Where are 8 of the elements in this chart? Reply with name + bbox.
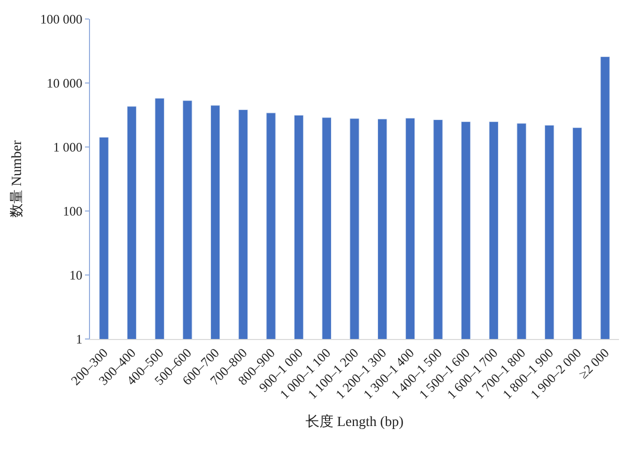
- y-tick-label: 10: [69, 268, 82, 283]
- y-tick-label: 1 000: [53, 140, 82, 155]
- y-tick-label: 1: [76, 332, 82, 347]
- y-tick-label: 100: [62, 204, 82, 219]
- y-axis-title: 数量 Number: [8, 140, 25, 218]
- x-axis-title: 长度 Length (bp): [306, 414, 404, 430]
- y-tick-label: 100 000: [40, 12, 82, 27]
- y-tick-label: 10 000: [46, 76, 82, 91]
